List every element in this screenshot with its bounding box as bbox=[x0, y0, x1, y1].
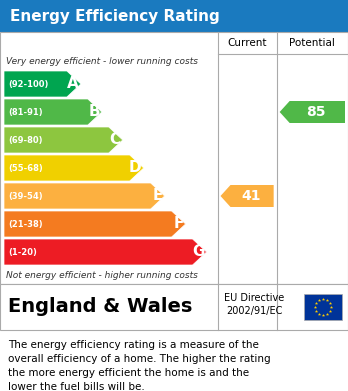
Polygon shape bbox=[4, 183, 165, 209]
Text: C: C bbox=[110, 133, 121, 147]
Text: (55-68): (55-68) bbox=[8, 163, 43, 172]
Bar bbox=[304, 294, 342, 320]
Bar bbox=[0, 32, 348, 284]
Text: Current: Current bbox=[227, 38, 267, 48]
Text: (21-38): (21-38) bbox=[8, 219, 42, 228]
Text: EU Directive
2002/91/EC: EU Directive 2002/91/EC bbox=[224, 293, 284, 316]
Polygon shape bbox=[4, 155, 144, 181]
Text: (69-80): (69-80) bbox=[8, 136, 42, 145]
Polygon shape bbox=[221, 185, 274, 207]
Text: Potential: Potential bbox=[290, 38, 335, 48]
Text: D: D bbox=[129, 160, 142, 176]
Text: Energy Efficiency Rating: Energy Efficiency Rating bbox=[10, 9, 220, 23]
Polygon shape bbox=[280, 101, 345, 123]
Polygon shape bbox=[4, 239, 207, 265]
Text: (1-20): (1-20) bbox=[8, 248, 37, 256]
Text: B: B bbox=[88, 104, 100, 120]
Text: Very energy efficient - lower running costs: Very energy efficient - lower running co… bbox=[6, 57, 198, 66]
Bar bbox=[0, 284, 348, 330]
Text: (81-91): (81-91) bbox=[8, 108, 42, 117]
Text: (39-54): (39-54) bbox=[8, 192, 42, 201]
Text: 41: 41 bbox=[241, 189, 261, 203]
Text: G: G bbox=[192, 244, 205, 260]
Text: 85: 85 bbox=[307, 105, 326, 119]
Text: E: E bbox=[152, 188, 163, 203]
Text: A: A bbox=[67, 77, 79, 91]
Text: The energy efficiency rating is a measure of the
overall efficiency of a home. T: The energy efficiency rating is a measur… bbox=[8, 340, 271, 391]
Polygon shape bbox=[4, 211, 185, 237]
Text: Not energy efficient - higher running costs: Not energy efficient - higher running co… bbox=[6, 271, 198, 280]
Text: England & Wales: England & Wales bbox=[8, 298, 192, 316]
Text: (92-100): (92-100) bbox=[8, 79, 48, 88]
Polygon shape bbox=[4, 99, 102, 125]
Polygon shape bbox=[4, 71, 81, 97]
Polygon shape bbox=[4, 127, 123, 153]
Bar bbox=[0, 0, 348, 32]
Text: F: F bbox=[173, 217, 184, 231]
